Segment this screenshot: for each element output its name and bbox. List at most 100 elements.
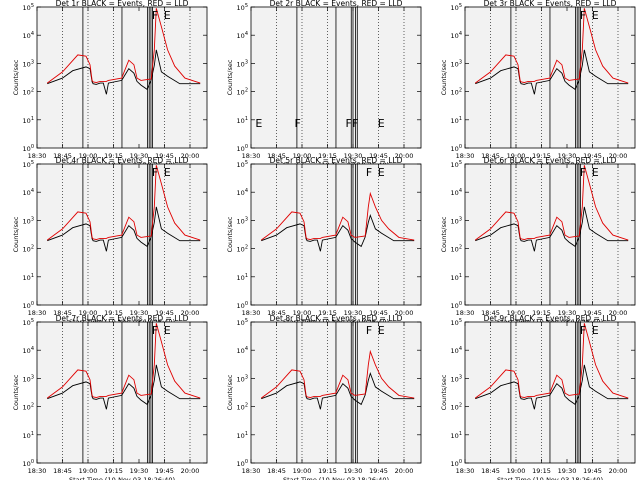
y-tick-label-1-2: 101	[23, 116, 34, 125]
flag-label-5-2: E	[378, 166, 385, 179]
x-tick-label-1-7: 20:00	[181, 152, 200, 160]
y-tick-label-6-2: 101	[451, 273, 462, 282]
y-tick-label-4-4: 103	[23, 216, 34, 225]
events-line-4	[47, 206, 201, 252]
x-tick-label-8-2: 18:45	[267, 467, 286, 475]
x-tick-label-3-5: 19:30	[558, 152, 577, 160]
panel-title-7: Det 7r BLACK = Events, RED = LLD	[56, 314, 189, 323]
x-tick-label-1-6: 19:45	[155, 152, 174, 160]
x-tick-label-6-1: 18:30	[456, 309, 475, 317]
flag-label-6-1: F	[580, 166, 586, 179]
lld-line-3	[474, 8, 629, 84]
y-axis-label-1: Counts/sec	[12, 59, 20, 95]
y-tick-label-7-6: 105	[23, 318, 34, 327]
events-line-7	[47, 364, 201, 410]
x-tick-label-2-7: 20:00	[395, 152, 414, 160]
y-tick-label-9-2: 101	[451, 431, 462, 440]
y-axis-label-5: Counts/sec	[226, 216, 234, 252]
x-tick-label-1-3: 19:00	[79, 152, 98, 160]
x-tick-label-7-4: 19:15	[104, 467, 123, 475]
panel-7: F E 18:30 18:45 19:00 19:15 19:30 19:45 20:00 100…	[12, 314, 208, 480]
flag-label-2-2: F	[294, 117, 300, 130]
x-tick-label-3-4: 19:15	[532, 152, 551, 160]
flag-label-7-2: E	[164, 324, 171, 337]
x-tick-label-6-4: 19:15	[532, 309, 551, 317]
y-axis-label-4: Counts/sec	[12, 216, 20, 252]
x-tick-label-9-5: 19:30	[558, 467, 577, 475]
x-tick-label-8-1: 18:30	[242, 467, 261, 475]
y-tick-label-7-1: 100	[23, 459, 34, 468]
x-tick-label-9-2: 18:45	[481, 467, 500, 475]
y-tick-label-8-1: 100	[237, 459, 248, 468]
x-tick-label-7-1: 18:30	[28, 467, 47, 475]
x-tick-label-9-3: 19:00	[507, 467, 526, 475]
y-tick-label-4-6: 105	[23, 160, 34, 169]
x-tick-label-8-7: 20:00	[395, 467, 414, 475]
x-tick-label-8-5: 19:30	[344, 467, 363, 475]
y-tick-label-9-1: 100	[451, 459, 462, 468]
y-tick-label-5-2: 101	[237, 273, 248, 282]
x-tick-label-9-4: 19:15	[532, 467, 551, 475]
panel-title-8: Det 8r BLACK = Events, RED = LLD	[270, 314, 403, 323]
y-tick-label-3-3: 102	[451, 88, 462, 97]
x-tick-label-6-2: 18:45	[481, 309, 500, 317]
panel-2: E F F F E18:30 18:45 19:00 19:15 19:30 19:45 20:00…	[226, 0, 422, 169]
y-tick-label-6-6: 105	[451, 160, 462, 169]
y-tick-label-1-4: 103	[23, 59, 34, 68]
x-tick-label-6-3: 19:00	[507, 309, 526, 317]
x-tick-label-2-1: 18:30	[242, 152, 261, 160]
x-tick-label-2-6: 19:45	[369, 152, 388, 160]
x-tick-label-7-3: 19:00	[79, 467, 98, 475]
x-tick-label-1-1: 18:30	[28, 152, 47, 160]
x-tick-label-8-4: 19:15	[318, 467, 337, 475]
flag-label-3-1: F	[580, 9, 586, 22]
y-tick-label-1-3: 102	[23, 88, 34, 97]
panel-title-5: Det 5r BLACK = Events, RED = LLD	[270, 156, 403, 165]
panel-9: F E 18:30 18:45 19:00 19:15 19:30 19:45 20:00 100…	[440, 314, 636, 480]
y-tick-label-5-5: 104	[237, 188, 248, 197]
x-tick-label-1-5: 19:30	[130, 152, 149, 160]
lld-line-7	[46, 323, 201, 399]
lld-line-9	[474, 323, 629, 399]
x-tick-label-4-3: 19:00	[79, 309, 98, 317]
x-tick-label-5-6: 19:45	[369, 309, 388, 317]
flag-label-9-2: E	[592, 324, 599, 337]
y-tick-label-2-2: 101	[237, 116, 248, 125]
x-tick-label-5-2: 18:45	[267, 309, 286, 317]
y-tick-label-2-5: 104	[237, 31, 248, 40]
lld-line-1	[46, 8, 201, 84]
x-tick-label-9-7: 20:00	[609, 467, 628, 475]
y-tick-label-3-5: 104	[451, 31, 462, 40]
panel-title-2: Det 2r BLACK = Events, RED = LLD	[270, 0, 403, 8]
x-tick-label-8-3: 19:00	[293, 467, 312, 475]
x-tick-label-6-7: 20:00	[609, 309, 628, 317]
x-tick-label-2-3: 19:00	[293, 152, 312, 160]
x-tick-label-4-2: 18:45	[53, 309, 72, 317]
x-tick-label-8-6: 19:45	[369, 467, 388, 475]
x-tick-label-7-5: 19:30	[130, 467, 149, 475]
y-axis-label-9: Counts/sec	[440, 374, 448, 410]
x-tick-label-6-5: 19:30	[558, 309, 577, 317]
y-axis-label-8: Counts/sec	[226, 374, 234, 410]
x-axis-label-9: Start Time (10-Nov-03 18:26:40)	[497, 476, 603, 480]
y-tick-label-4-5: 104	[23, 188, 34, 197]
flag-label-1-2: E	[164, 9, 171, 22]
x-tick-label-7-6: 19:45	[155, 467, 174, 475]
x-tick-label-7-7: 20:00	[181, 467, 200, 475]
x-tick-label-2-4: 19:15	[318, 152, 337, 160]
y-tick-label-5-1: 100	[237, 301, 248, 310]
y-tick-label-2-3: 102	[237, 88, 248, 97]
flag-label-7-1: F	[152, 324, 158, 337]
y-tick-label-9-3: 102	[451, 403, 462, 412]
y-tick-label-1-6: 105	[23, 3, 34, 12]
x-tick-label-4-5: 19:30	[130, 309, 149, 317]
flag-label-9-1: F	[580, 324, 586, 337]
x-tick-label-9-6: 19:45	[583, 467, 602, 475]
flag-label-6-2: E	[592, 166, 599, 179]
x-tick-label-3-6: 19:45	[583, 152, 602, 160]
y-tick-label-2-4: 103	[237, 59, 248, 68]
x-tick-label-4-1: 18:30	[28, 309, 47, 317]
panel-1: F E 18:30 18:45 19:00 19:15 19:30 19:45 20:00 100…	[12, 0, 208, 169]
events-line-6	[475, 206, 629, 252]
y-tick-label-6-3: 102	[451, 245, 462, 254]
